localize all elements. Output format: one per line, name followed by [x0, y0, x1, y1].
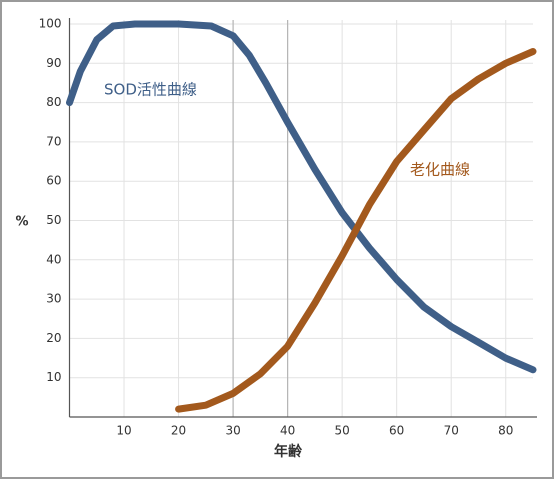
x-tick-label: 10	[116, 424, 131, 438]
x-tick-label: 60	[389, 424, 404, 438]
x-tick-label: 40	[280, 424, 295, 438]
y-tick-label: 10	[46, 370, 61, 384]
x-tick-label: 50	[335, 424, 350, 438]
series-label: 老化曲線	[410, 161, 470, 179]
series-label: SOD活性曲線	[104, 81, 197, 99]
y-tick-label: 20	[46, 331, 61, 345]
y-axis-label: %	[15, 215, 28, 230]
x-tick-label: 30	[225, 424, 240, 438]
x-tick-label: 20	[171, 424, 186, 438]
y-tick-label: 80	[46, 95, 61, 109]
y-tick-label: 100	[39, 17, 62, 31]
y-tick-label: 30	[46, 292, 61, 306]
series-line	[175, 48, 537, 413]
x-axis-label: 年齢	[274, 443, 303, 460]
y-tick-label: 70	[46, 134, 61, 148]
y-tick-label: 40	[46, 252, 61, 266]
y-tick-label: 50	[46, 213, 61, 227]
x-tick-label: 70	[444, 424, 459, 438]
series-line	[66, 20, 537, 374]
y-tick-label: 60	[46, 174, 61, 188]
x-tick-label: 80	[498, 424, 513, 438]
y-tick-label: 90	[46, 56, 61, 70]
